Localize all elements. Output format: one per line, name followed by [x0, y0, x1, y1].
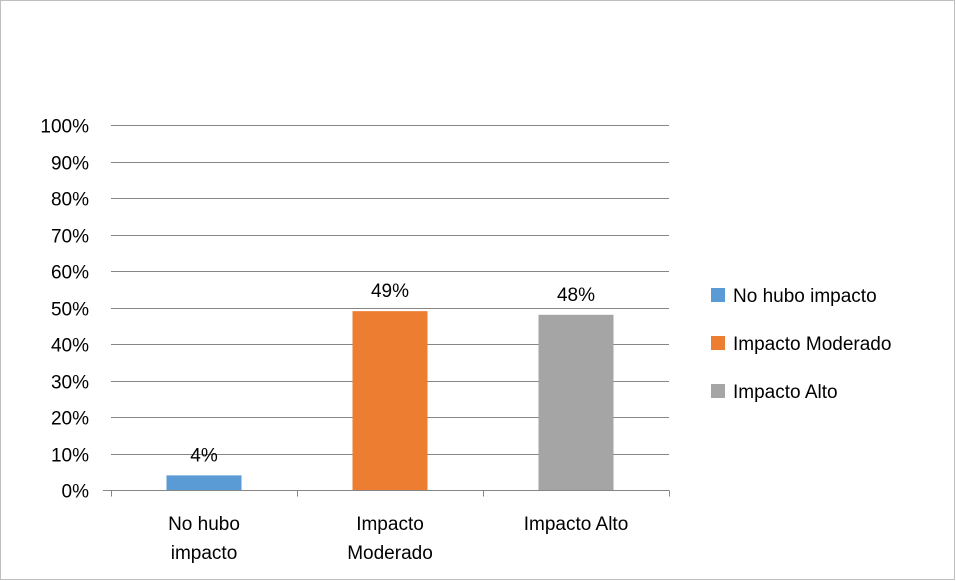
legend-swatch [711, 336, 725, 350]
y-tick-label: 50% [51, 300, 89, 321]
y-tick-label: 100% [40, 117, 89, 138]
legend-label: Impacto Alto [733, 382, 838, 403]
x-category-label: Impacto Moderado [347, 514, 433, 564]
bar-impacto-moderado [352, 311, 428, 490]
x-axis-category-labels: No hubo impacto Impacto Moderado Impacto Alt… [168, 514, 628, 564]
legend-label: Impacto Moderado [733, 334, 891, 355]
y-tick-label: 0% [62, 482, 90, 503]
y-tick-label: 10% [51, 446, 89, 467]
gridlines [111, 125, 669, 455]
legend-swatch [711, 288, 725, 302]
data-label: 4% [190, 445, 218, 466]
y-tick-label: 20% [51, 409, 89, 430]
x-category-label: No hubo impacto [168, 514, 240, 564]
data-labels: 4% 49% 48% [190, 281, 595, 466]
x-category-label-line: impacto [171, 543, 238, 564]
y-axis-tick-labels: 0% 10% 20% 30% 40% 50% 60% 70% 80% 90% 100% [40, 117, 89, 503]
data-label: 49% [371, 281, 409, 302]
y-tick-label: 30% [51, 373, 89, 394]
y-tick-label: 60% [51, 263, 89, 284]
y-tick-label: 70% [51, 227, 89, 248]
bar-impacto-alto [538, 314, 614, 490]
y-tick-label: 90% [51, 154, 89, 175]
legend-swatch [711, 384, 725, 398]
x-category-label-line: No hubo [168, 514, 240, 535]
x-axis [103, 490, 670, 497]
legend-label: No hubo impacto [733, 286, 877, 307]
bar-no-hubo-impacto [166, 475, 242, 490]
x-category-label-line: Impacto [356, 514, 424, 535]
bars [166, 311, 614, 490]
x-category-label: Impacto Alto [524, 514, 629, 535]
data-label: 48% [557, 285, 595, 306]
x-category-label-line: Moderado [347, 543, 433, 564]
y-tick-label: 40% [51, 336, 89, 357]
y-tick-label: 80% [51, 190, 89, 211]
x-category-label-line: Impacto Alto [524, 514, 629, 535]
legend: No hubo impacto Impacto Moderado Impacto A… [711, 286, 891, 403]
